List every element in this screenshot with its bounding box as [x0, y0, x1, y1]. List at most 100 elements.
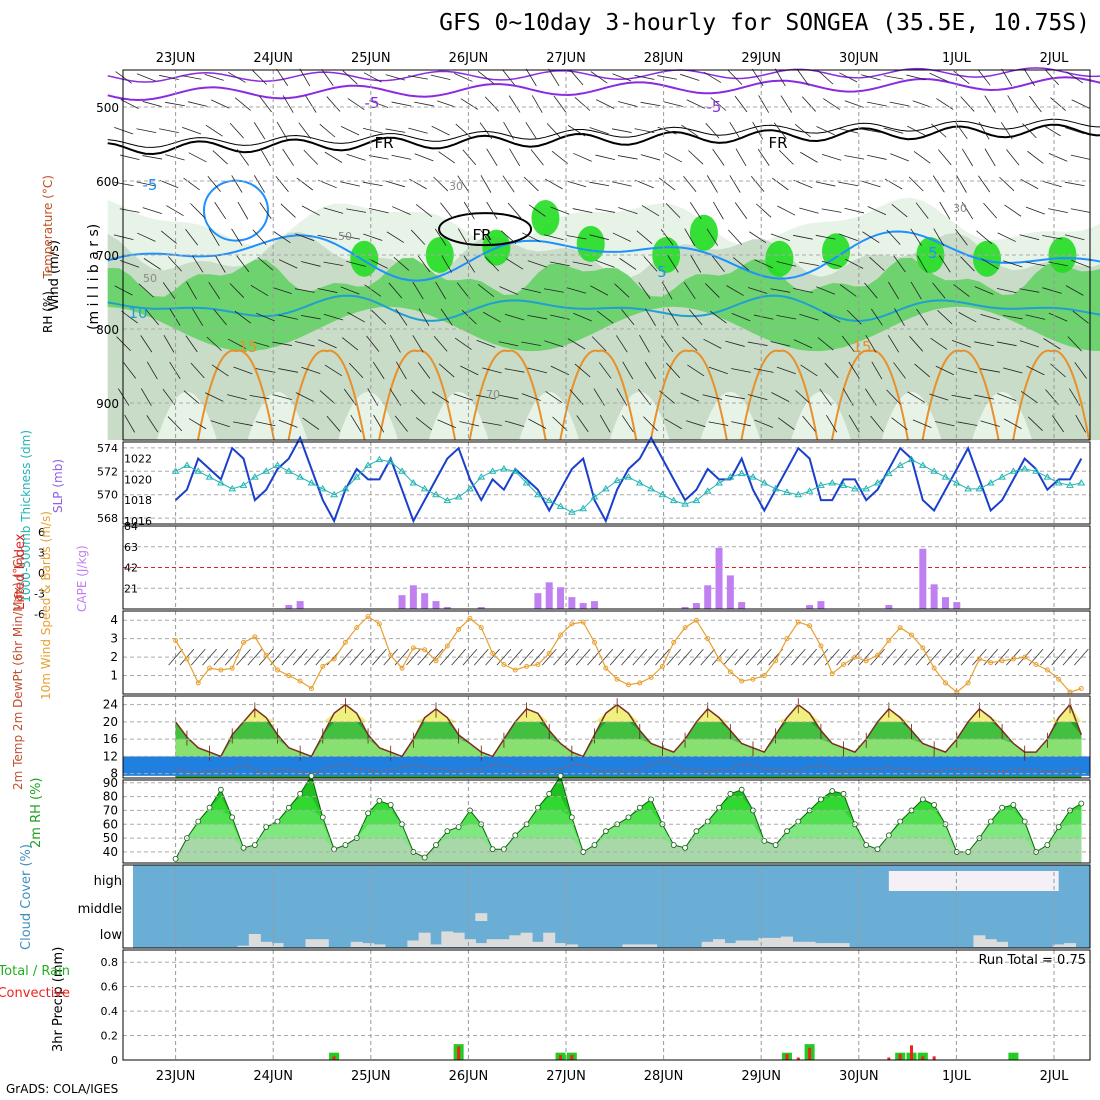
thickness-point [907, 455, 916, 463]
wind-barb [703, 71, 722, 83]
wind-barb [574, 363, 591, 378]
cape-bar [409, 585, 417, 609]
precip-convective-bar [932, 1056, 936, 1060]
wind-barb [1050, 363, 1066, 378]
isotherm-15 [378, 349, 457, 441]
wind-barb [256, 312, 275, 322]
wind-barb [323, 207, 344, 214]
wind-barb [504, 313, 525, 321]
wind-barb [237, 201, 249, 220]
wind-barb [639, 334, 650, 353]
wind-barb [657, 75, 677, 80]
wind-barb [618, 207, 638, 215]
wind-barb [229, 123, 244, 139]
wind-barb [844, 155, 865, 160]
wind-barb [393, 256, 410, 271]
ylabel-temperature: Temperature (°C) [41, 175, 55, 280]
wind-barb [848, 414, 860, 433]
wind-barb [183, 390, 200, 404]
wind-barb [1071, 259, 1091, 268]
wind-barb [951, 394, 972, 400]
pressure-tick-label: 700 [96, 249, 119, 263]
wind-barb [346, 260, 366, 267]
wind-barb [204, 74, 224, 81]
wind-barb [800, 364, 818, 377]
precip-tick-label: 0.2 [101, 1030, 119, 1043]
wind-barb [839, 72, 858, 83]
rh-band-90 [822, 233, 851, 270]
wind-barb [192, 308, 204, 326]
date-label-bottom: 27JUN [546, 1069, 586, 1084]
wind-barb [774, 68, 786, 87]
thickness-tick-label: 568 [97, 512, 118, 525]
wind-barb-10m [406, 648, 421, 666]
cloud-level-label: middle [78, 902, 122, 917]
wind-barb-10m [598, 648, 614, 666]
wind-speed-point [274, 667, 280, 673]
wind-barb [528, 204, 546, 217]
wind-barb [1048, 312, 1068, 322]
wind-speed-point [173, 638, 179, 644]
wind-barb-10m [473, 648, 489, 666]
wind-barb [117, 388, 130, 406]
rh-point [987, 818, 994, 825]
wind-barb [430, 74, 451, 81]
rh-point [704, 818, 711, 825]
wind-barb [498, 341, 519, 347]
wind-barb [523, 176, 539, 192]
wind-barb [754, 419, 774, 428]
wind-barb [346, 208, 367, 213]
cloud-bar-low [973, 935, 986, 947]
rh-point [195, 818, 202, 825]
wind-speed-point [965, 680, 971, 686]
cloud-bar-low [713, 939, 726, 947]
rh-point [919, 796, 926, 803]
rh-point [1078, 800, 1085, 807]
wind-barb [866, 101, 887, 107]
wind-speed-point [1022, 654, 1028, 660]
precip-convective-bar [570, 1055, 574, 1060]
wind-barb [663, 101, 683, 107]
wind-barb [525, 122, 537, 140]
wind-barb [159, 179, 179, 189]
wind-speed-point [1010, 656, 1016, 662]
wind-barb [664, 418, 682, 430]
wind-barb [369, 259, 388, 269]
wind-barb [821, 153, 842, 161]
date-label-top: 29JUN [741, 51, 781, 66]
cape-frame [122, 525, 1091, 610]
thickness-point [205, 473, 214, 480]
rh-point [874, 846, 881, 853]
wind-barb [531, 95, 543, 113]
wind-barb [795, 390, 811, 405]
precip-convective-bar [921, 1056, 925, 1060]
slp-tick-label: 1016 [124, 515, 152, 528]
wind-barb [815, 181, 836, 187]
wind-barb [454, 337, 472, 350]
rh-point [1021, 818, 1028, 825]
wind-barb [1025, 314, 1046, 320]
wind-barb [298, 122, 312, 139]
wind-barb [961, 148, 973, 167]
wind-barb [259, 202, 272, 220]
rh-frame [122, 779, 1091, 864]
rh-point [784, 828, 790, 835]
wind-barb-10m [372, 648, 387, 666]
wind-barb [566, 180, 587, 188]
temp-tick-label: 12 [103, 749, 118, 763]
wind-barb [939, 201, 951, 220]
wind-barb [211, 364, 229, 377]
cloud-bar-low [996, 941, 1009, 947]
wind-barb [140, 388, 152, 406]
wind-barb [999, 176, 1015, 192]
wind-barb [457, 175, 470, 193]
wind-barb [412, 281, 424, 300]
rh-point [319, 814, 326, 821]
rh-point [557, 772, 564, 779]
isotherm-15 [287, 349, 366, 441]
wind-barb [1001, 68, 1013, 87]
cloud-bar-low [373, 944, 386, 947]
wind-barb [734, 95, 748, 113]
wind-barb [955, 228, 968, 246]
thickness-point [579, 504, 588, 512]
